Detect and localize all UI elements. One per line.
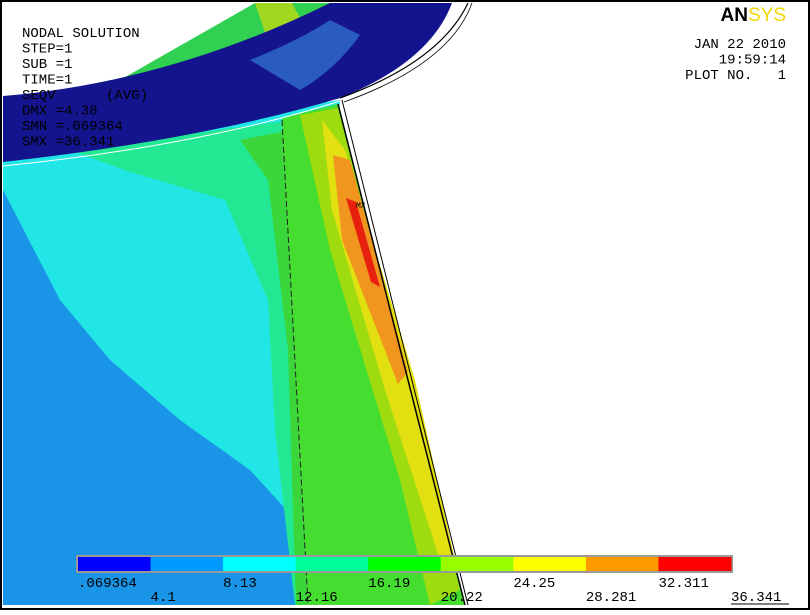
- header-line: 19:59:14: [719, 53, 786, 69]
- header-line: DMX =4.38: [22, 104, 98, 120]
- legend-label: 36.341: [731, 590, 781, 606]
- edge-line: [341, 99, 469, 606]
- flange-edge: [339, 2, 469, 99]
- legend-swatch: [223, 557, 297, 571]
- edge-line: [337, 103, 466, 606]
- logo-dark: AN: [721, 5, 748, 26]
- region-blue: [3, 190, 305, 605]
- flange-edge: [343, 2, 473, 103]
- legend-swatch: [295, 557, 369, 571]
- legend-label: 20.22: [441, 590, 483, 606]
- logo: ANSYS: [721, 5, 786, 26]
- legend-swatch: [513, 557, 587, 571]
- legend-swatch: [78, 557, 152, 571]
- legend-label: 28.281: [586, 590, 636, 606]
- legend-swatch: [440, 557, 514, 571]
- legend-label: 24.25: [513, 576, 555, 592]
- legend-swatch: [585, 557, 659, 571]
- region-teal: [70, 115, 330, 605]
- header-line: SMN =.069364: [22, 119, 123, 135]
- member-band: [346, 198, 380, 287]
- legend-label: 16.19: [368, 576, 410, 592]
- max-marker: MX: [356, 202, 366, 211]
- legend: .069364 4.1 8.13 12.16 16.19 20.22 24.25 28.281…: [78, 557, 789, 606]
- legend-label: 32.311: [658, 576, 708, 592]
- header-line: SUB =1: [22, 57, 72, 73]
- header-line: SMX =36.341: [22, 135, 114, 151]
- legend-label: 4.1: [151, 590, 176, 606]
- flange-inner: [250, 20, 360, 90]
- flange-edge: [2, 100, 341, 167]
- header-line: TIME=1: [22, 73, 72, 89]
- legend-label: .069364: [78, 576, 137, 592]
- header-line: STEP=1: [22, 42, 72, 58]
- model: MX: [2, 2, 473, 606]
- legend-label: 12.16: [296, 590, 338, 606]
- header-line: NODAL SOLUTION: [22, 26, 140, 42]
- legend-swatch: [658, 557, 732, 571]
- legend-swatch: [368, 557, 442, 571]
- header-line: JAN 22 2010: [694, 37, 786, 53]
- legend-swatch: [150, 557, 224, 571]
- header-line: PLOT NO. 1: [685, 68, 786, 84]
- logo-accent: SYS: [748, 5, 786, 26]
- legend-label: 8.13: [223, 576, 257, 592]
- header-line: SEQV (AVG): [22, 88, 148, 104]
